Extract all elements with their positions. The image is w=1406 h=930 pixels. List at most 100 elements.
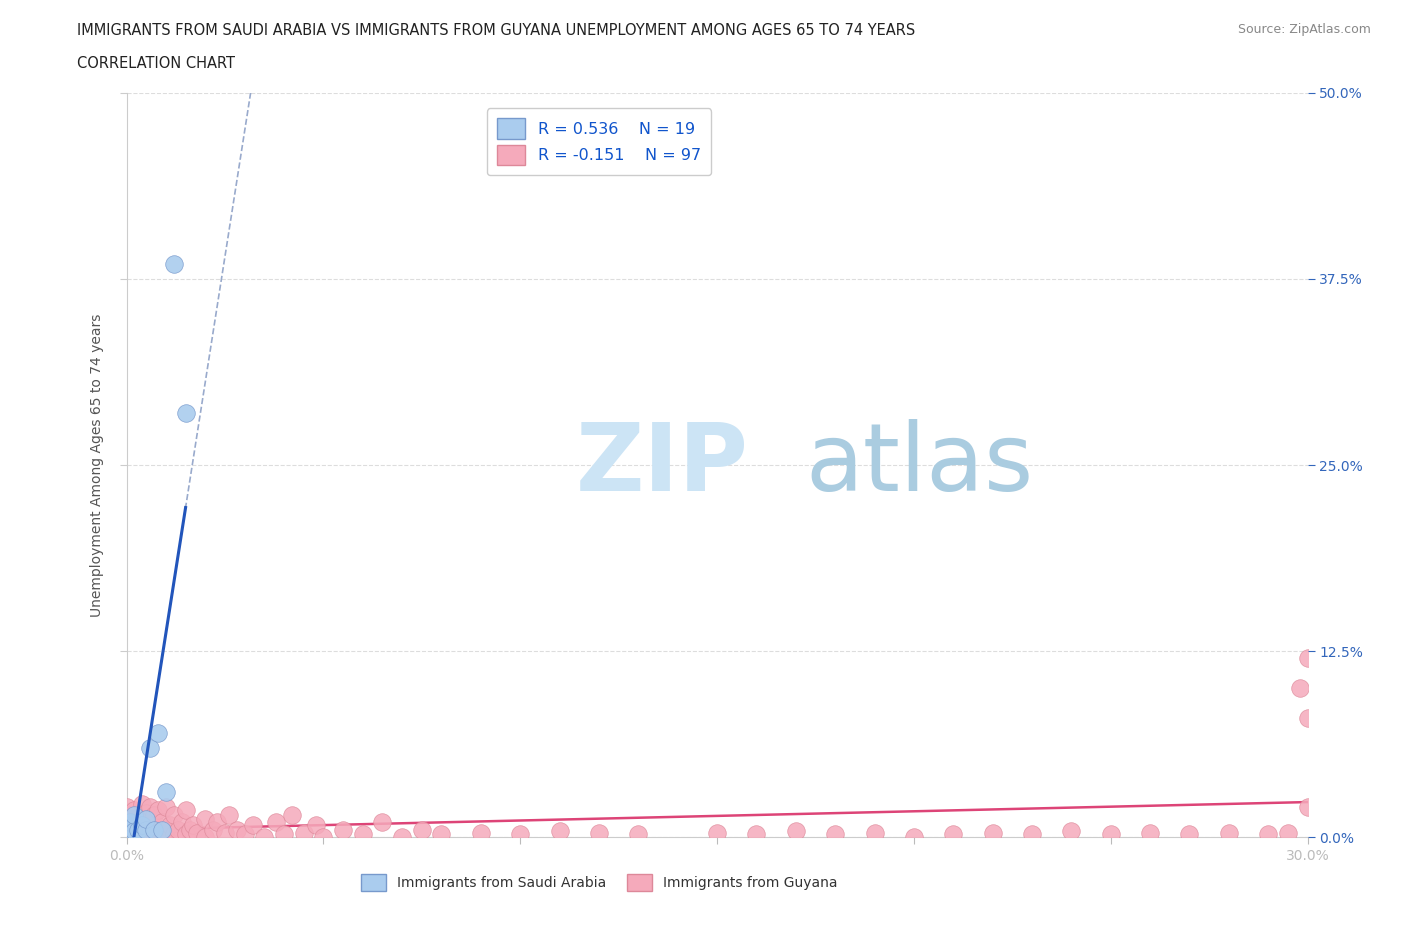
Point <box>143 825 166 840</box>
Point <box>115 800 138 815</box>
Point <box>155 785 177 800</box>
Point <box>155 822 177 837</box>
Point <box>150 822 173 837</box>
Point <box>139 800 162 815</box>
Point <box>242 817 264 832</box>
Point <box>127 830 149 844</box>
Text: IMMIGRANTS FROM SAUDI ARABIA VS IMMIGRANTS FROM GUYANA UNEMPLOYMENT AMONG AGES 6: IMMIGRANTS FROM SAUDI ARABIA VS IMMIGRAN… <box>77 23 915 38</box>
Point <box>135 830 157 844</box>
Point <box>146 830 169 844</box>
Point <box>115 830 138 844</box>
Point <box>115 830 138 844</box>
Point <box>115 817 138 832</box>
Point <box>120 815 142 830</box>
Point <box>391 830 413 844</box>
Point <box>411 822 433 837</box>
Point <box>127 815 149 830</box>
Point <box>139 740 162 755</box>
Point <box>332 822 354 837</box>
Point <box>264 815 287 830</box>
Point <box>233 827 256 842</box>
Point <box>292 825 315 840</box>
Y-axis label: Unemployment Among Ages 65 to 74 years: Unemployment Among Ages 65 to 74 years <box>90 313 104 617</box>
Point <box>706 825 728 840</box>
Point <box>131 812 153 827</box>
Point <box>115 812 138 827</box>
Point <box>186 825 208 840</box>
Point <box>1218 825 1240 840</box>
Point <box>863 825 886 840</box>
Point <box>785 824 807 839</box>
Point <box>903 830 925 844</box>
Text: CORRELATION CHART: CORRELATION CHART <box>77 56 235 71</box>
Point <box>304 817 326 832</box>
Point <box>225 822 247 837</box>
Point <box>371 815 394 830</box>
Point <box>1021 827 1043 842</box>
Point <box>174 405 197 420</box>
Point <box>281 807 304 822</box>
Point <box>166 822 188 837</box>
Point <box>135 817 157 832</box>
Point <box>150 825 173 840</box>
Point <box>115 824 138 839</box>
Point <box>627 827 650 842</box>
Point <box>745 827 768 842</box>
Point <box>548 824 571 839</box>
Point <box>509 827 531 842</box>
Point <box>942 827 965 842</box>
Point <box>131 817 153 832</box>
Point <box>588 825 610 840</box>
Point <box>120 820 142 835</box>
Point <box>135 822 157 837</box>
Point <box>194 812 217 827</box>
Point <box>143 807 166 822</box>
Point <box>1060 824 1083 839</box>
Point <box>146 725 169 740</box>
Point <box>179 822 201 837</box>
Point <box>115 827 138 842</box>
Point <box>127 822 149 837</box>
Point <box>127 824 149 839</box>
Point <box>981 825 1004 840</box>
Point <box>253 830 276 844</box>
Point <box>139 827 162 842</box>
Point <box>1296 711 1319 725</box>
Point <box>124 807 146 822</box>
Point <box>312 830 335 844</box>
Point <box>131 797 153 812</box>
Point <box>1178 827 1201 842</box>
Text: Source: ZipAtlas.com: Source: ZipAtlas.com <box>1237 23 1371 36</box>
Point <box>824 827 846 842</box>
Point <box>194 830 217 844</box>
Point <box>170 815 193 830</box>
Point <box>124 822 146 837</box>
Point <box>1288 681 1310 696</box>
Point <box>1257 827 1279 842</box>
Point <box>174 827 197 842</box>
Point <box>120 825 142 840</box>
Point <box>1296 651 1319 666</box>
Point <box>430 827 453 842</box>
Point <box>135 824 157 839</box>
Point <box>115 827 138 842</box>
Point <box>174 803 197 817</box>
Point <box>124 827 146 842</box>
Point <box>115 820 138 835</box>
Point <box>205 815 228 830</box>
Point <box>120 830 142 844</box>
Point <box>143 822 166 837</box>
Text: ZIP: ZIP <box>575 419 748 511</box>
Point <box>115 822 138 837</box>
Point <box>150 815 173 830</box>
Point <box>131 827 153 842</box>
Point <box>1099 827 1122 842</box>
Point <box>120 825 142 840</box>
Text: atlas: atlas <box>806 419 1033 511</box>
Point <box>115 815 138 830</box>
Point <box>218 807 240 822</box>
Point <box>124 824 146 839</box>
Point <box>163 807 186 822</box>
Legend: Immigrants from Saudi Arabia, Immigrants from Guyana: Immigrants from Saudi Arabia, Immigrants… <box>354 868 844 897</box>
Point <box>183 817 205 832</box>
